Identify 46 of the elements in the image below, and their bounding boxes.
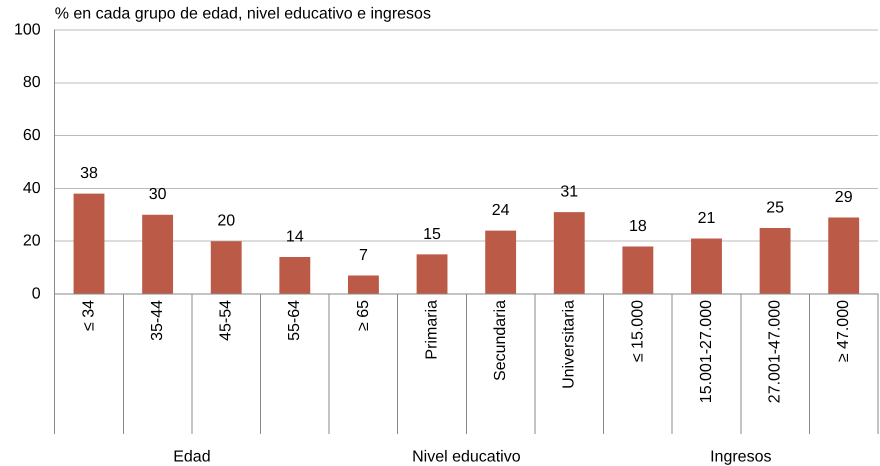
x-tick-label: Primaria xyxy=(423,300,440,360)
data-label: 21 xyxy=(698,210,716,227)
data-label: 29 xyxy=(834,188,853,206)
data-label: 31 xyxy=(560,184,578,201)
y-tick-label: 100 xyxy=(14,21,41,38)
bar xyxy=(828,217,860,294)
bar xyxy=(691,238,722,294)
x-tick-label: ≥ 47.000 xyxy=(835,300,852,362)
data-label: 20 xyxy=(217,212,236,230)
x-tick-label: 27.001-47.000 xyxy=(766,300,784,404)
data-label: 24 xyxy=(492,202,510,220)
bar xyxy=(622,246,654,294)
y-tick-label: 0 xyxy=(32,285,41,302)
bar xyxy=(74,194,104,294)
data-label: 7 xyxy=(358,246,368,264)
y-tick-label: 20 xyxy=(22,232,41,250)
data-label: 25 xyxy=(766,199,784,216)
x-tick-label: ≤ 15.000 xyxy=(629,300,646,362)
bar xyxy=(416,254,448,294)
x-tick-label: Universitaria xyxy=(560,300,578,389)
x-tick-label: 55-64 xyxy=(286,300,304,341)
text: Nivel educativo xyxy=(412,448,521,466)
bar xyxy=(348,276,379,294)
chart-title: % en cada grupo de edad, nivel educativo e ingresos xyxy=(54,5,431,22)
data-label: 30 xyxy=(148,186,167,204)
text: Edad xyxy=(173,448,211,466)
bar xyxy=(485,230,516,294)
x-tick-label: 35-44 xyxy=(149,300,166,341)
x-tick-label: ≤ 34 xyxy=(80,300,98,332)
bar xyxy=(142,214,174,294)
x-tick-label: Secundaria xyxy=(492,300,510,381)
y-tick-label: 60 xyxy=(22,127,41,144)
data-label: 14 xyxy=(286,228,304,246)
y-tick-label: 40 xyxy=(22,180,41,197)
bar xyxy=(554,212,585,294)
x-tick-label: ≥ 65 xyxy=(354,300,372,332)
data-label: 15 xyxy=(423,226,442,243)
bar xyxy=(279,257,310,294)
data-label: 18 xyxy=(628,218,647,235)
y-tick-label: 80 xyxy=(22,74,41,92)
bar xyxy=(760,228,791,294)
data-label: 38 xyxy=(80,165,98,182)
text: Ingresos xyxy=(710,448,772,466)
x-tick-label: 45-54 xyxy=(218,300,235,341)
x-tick-label: 15.001-27.000 xyxy=(698,300,715,404)
bar xyxy=(210,241,242,294)
